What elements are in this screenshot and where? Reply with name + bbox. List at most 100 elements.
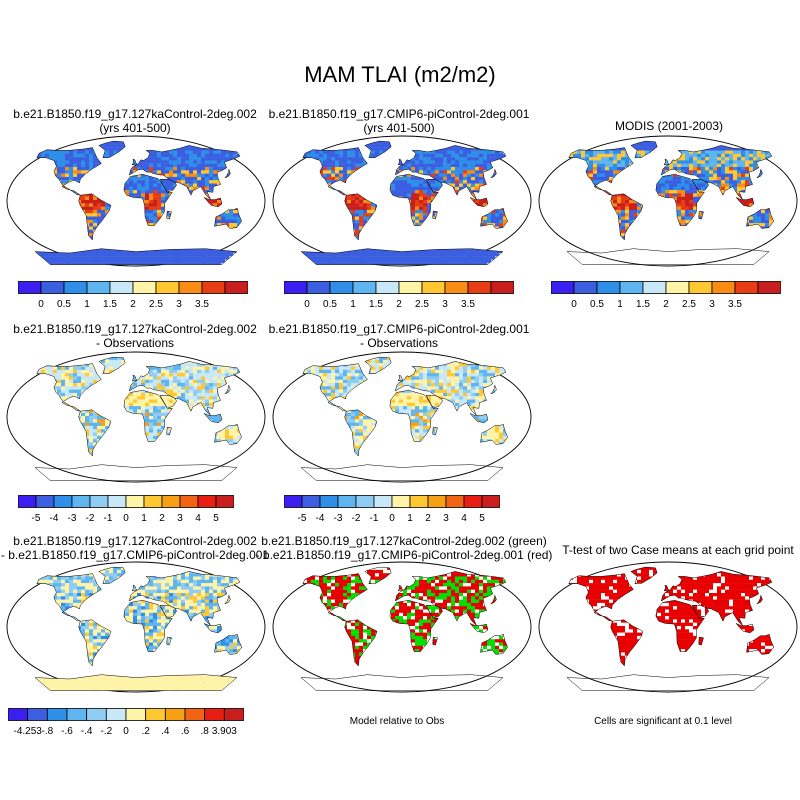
map-cell (173, 170, 178, 174)
map-cell (169, 266, 173, 268)
map-cell (359, 157, 364, 161)
map-cell (25, 240, 29, 244)
map-cell (85, 167, 90, 171)
map-cell (359, 219, 364, 224)
map-cell (105, 256, 110, 260)
map-cell (427, 256, 432, 260)
map-cell (601, 150, 606, 154)
map-cell (73, 153, 78, 158)
map-cell (327, 256, 332, 260)
map-cell (145, 252, 150, 257)
map-cell (395, 193, 400, 197)
map-cell (85, 249, 90, 253)
map-cell (295, 243, 299, 247)
map-cell (189, 163, 194, 168)
map-cell (161, 180, 166, 184)
map-cell (93, 200, 98, 204)
map-cell (495, 143, 500, 148)
map-cell (101, 203, 106, 207)
map-cell (483, 163, 488, 168)
map-cell (77, 150, 82, 154)
map-cell (85, 200, 90, 204)
map-cell (169, 167, 174, 171)
map-cell (89, 226, 94, 230)
map-cell (89, 206, 94, 211)
map-cell (323, 150, 328, 154)
map-cell (483, 160, 488, 164)
map-cell (757, 141, 762, 145)
map-cell (423, 206, 428, 211)
map-cell (347, 153, 352, 158)
map-cell (61, 252, 66, 257)
map-cell (423, 170, 428, 174)
map-cell (741, 143, 746, 148)
map-cell (351, 213, 356, 217)
map-cell (189, 180, 194, 184)
map-cell (121, 259, 126, 263)
map-cell (435, 150, 440, 154)
map-cell (351, 203, 356, 207)
map-cell (229, 252, 234, 257)
map-cell (343, 252, 348, 257)
map-cell (169, 153, 174, 158)
map-cell (169, 180, 174, 184)
map-cell (53, 266, 57, 268)
map-cell (467, 147, 472, 151)
map-cell (209, 150, 214, 154)
map-cell (641, 143, 646, 148)
map-cell (331, 173, 336, 178)
map-cell (487, 252, 492, 257)
map-cell (363, 216, 368, 220)
map-cell (419, 196, 424, 201)
map-cell (189, 249, 194, 253)
map-cell (371, 249, 376, 253)
map-cell (145, 266, 149, 268)
map-cell (193, 180, 198, 184)
map-cell (185, 262, 190, 265)
map-cell (185, 153, 190, 158)
map-cell (133, 167, 138, 171)
map-cell (419, 256, 424, 260)
map-cell (217, 256, 222, 260)
map-cell (451, 256, 456, 260)
map-cell (73, 173, 78, 178)
map-cell (145, 206, 150, 211)
map-cell (379, 147, 384, 151)
map-cell (483, 143, 488, 148)
map-cell (165, 249, 170, 253)
map-cell (471, 167, 476, 171)
map-cell (693, 153, 698, 158)
map-cell (439, 157, 444, 161)
map-cell (491, 213, 496, 217)
map-cell (347, 163, 352, 168)
map-cell (189, 170, 194, 174)
map-cell (407, 259, 412, 263)
map-cell (209, 134, 213, 138)
map-cell (467, 249, 472, 253)
map-cell (209, 180, 214, 184)
map-cell (519, 170, 523, 174)
map-cell (125, 249, 130, 253)
map-cell (351, 160, 356, 164)
map-cell (737, 147, 742, 151)
map-cell (351, 216, 356, 220)
map-cell (225, 153, 230, 158)
map-cell (581, 137, 585, 141)
map-cell (129, 259, 134, 263)
map-cell (327, 170, 332, 174)
map-cell (371, 206, 376, 211)
map-cell (117, 252, 122, 257)
map-cell (419, 216, 424, 220)
map-cell (221, 141, 226, 145)
map-cell (193, 249, 198, 253)
map-cell (201, 183, 206, 187)
map-cell (427, 252, 432, 257)
map-cell (431, 183, 436, 187)
map-cell (403, 180, 408, 184)
map-cell (157, 157, 162, 161)
map-cell (177, 163, 182, 168)
map-cell (101, 262, 106, 265)
map-cell (499, 213, 504, 217)
map-cell (359, 200, 364, 204)
coastline (78, 193, 112, 241)
